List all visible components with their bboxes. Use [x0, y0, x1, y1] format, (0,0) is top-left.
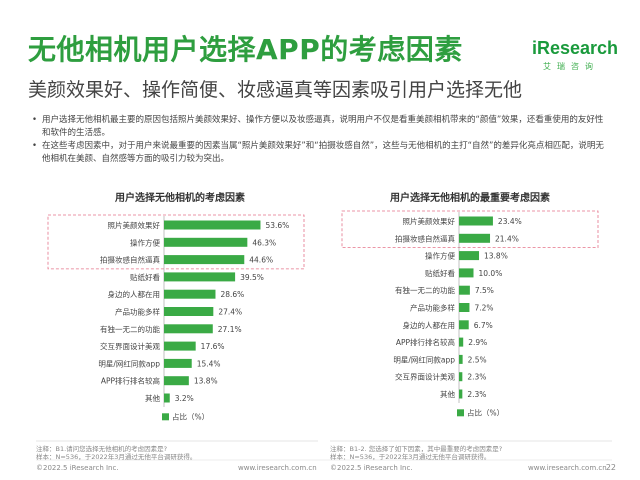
chart-left-value-label: 15.4%	[197, 359, 221, 368]
chart-right-category-label: 有独一无二的功能	[395, 285, 455, 295]
chart-left-value-label: 27.1%	[218, 325, 242, 334]
footer-url-left: www.iresearch.com.cn	[238, 464, 317, 472]
chart-right-value-label: 7.5%	[475, 286, 494, 295]
chart-left-category-label: APP排行排名较高	[101, 376, 161, 386]
chart-left-bar	[164, 220, 261, 230]
chart-left-title: 用户选择无他相机的考虑因素	[114, 191, 245, 204]
page-subtitle: 美颜效果好、操作简便、妆感逼真等因素吸引用户选择无他	[28, 79, 523, 101]
chart-left-category-label: 操作方便	[130, 237, 160, 247]
chart-left-value-label: 39.5%	[240, 273, 264, 282]
note-question-right: 注释：B1-2. 您选择了如下因素，其中最重要的考虑因素是?	[330, 445, 503, 453]
chart-left-legend-swatch	[162, 413, 169, 421]
chart-left-category-label: 产品功能多样	[115, 307, 160, 317]
chart-right-category-label: 明星/网红同款app	[393, 354, 455, 364]
chart-left-value-label: 27.4%	[218, 308, 242, 317]
chart-right-category-label: 照片美颜效果好	[403, 216, 456, 226]
chart-right-category-label: APP排行排名较高	[396, 337, 456, 347]
chart-right-bar	[459, 372, 463, 382]
chart-note-left: 注释：B1.请问您选择无他相机的考虑因素是? 样本：N=536，于2022年3月…	[36, 445, 196, 461]
chart-left-legend-label: 占比（%）	[172, 411, 209, 421]
chart-right-legend-swatch	[457, 409, 464, 417]
chart-right-bar	[459, 303, 470, 312]
footer-copyright-right: ©2022.5 iResearch Inc.	[330, 464, 413, 472]
chart-left-value-label: 53.6%	[265, 221, 289, 230]
chart-left-bar	[164, 324, 213, 334]
chart-right-value-label: 6.7%	[474, 321, 493, 330]
chart-left-bar	[164, 376, 189, 386]
chart-right-bar	[459, 216, 493, 226]
chart-right-value-label: 23.4%	[498, 217, 522, 226]
chart-left-bar	[164, 341, 196, 351]
chart-left-category-label: 身边的人都在用	[108, 289, 161, 299]
chart-left-bar	[164, 358, 192, 368]
chart-left-category-label: 其他	[145, 393, 160, 403]
chart-left-value-label: 46.3%	[252, 238, 276, 247]
chart-left-category-label: 拍摄妆感自然逼真	[100, 255, 160, 265]
iresearch-logo: iResearch 艾瑞咨询	[532, 38, 619, 72]
chart-left-category-label: 交互界面设计美观	[100, 341, 160, 351]
note-question-left: 注释：B1.请问您选择无他相机的考虑因素是?	[36, 445, 168, 453]
chart-right-bar	[459, 233, 491, 243]
chart-right-bar	[459, 389, 463, 399]
chart-right-bar	[459, 251, 480, 261]
chart-right-value-label: 2.3%	[467, 390, 486, 399]
chart-left-category-label: 照片美颜效果好	[108, 220, 161, 230]
chart-right-category-label: 交互界面设计美观	[395, 372, 455, 382]
chart-left-value-label: 44.6%	[249, 256, 273, 265]
chart-right-bar	[459, 320, 469, 330]
chart-right-bar	[459, 268, 474, 278]
chart-right-bar	[459, 354, 463, 364]
chart-left-bar	[164, 307, 214, 316]
chart-left-highlight-box	[47, 214, 305, 270]
chart-right-category-label: 操作方便	[425, 251, 455, 261]
chart-left-bar	[164, 255, 245, 265]
chart-left-bar	[164, 393, 170, 403]
chart-right-category-label: 其他	[440, 389, 455, 399]
bullet-item-1: 用户选择无他相机最主要的原因包括照片美颜效果好、操作方便以及妆感逼真，说明用户不…	[32, 114, 610, 140]
chart-right-value-label: 10.0%	[479, 269, 503, 278]
chart-right-value-label: 2.3%	[467, 373, 486, 382]
chart-left-value-label: 13.8%	[194, 377, 218, 386]
chart-left-category-label: 明星/网红同款app	[98, 358, 160, 368]
page-title: 无他相机用户选择APP的考虑因素	[28, 33, 463, 66]
chart-left-value-label: 28.6%	[220, 290, 244, 299]
chart-right-value-label: 2.9%	[468, 338, 487, 347]
note-sample-left: 样本：N=536，于2022年3月通过无他平台调研获得。	[36, 453, 197, 461]
footer-url-right: www.iresearch.com.cn	[528, 464, 607, 472]
chart-right-value-label: 21.4%	[495, 234, 519, 243]
chart-right-value-label: 7.2%	[474, 304, 493, 313]
chart-left-bar	[164, 237, 248, 247]
bullet-item-2: 在这些考虑因素中，对于用户来说最重要的因素当属“照片美颜效果好”和“拍摄妆感自然…	[32, 140, 610, 166]
chart-right-category-label: 身边的人都在用	[403, 320, 456, 330]
chart-right-title: 用户选择无他相机的最重要考虑因素	[389, 191, 550, 204]
chart-left-category-label: 贴纸好看	[130, 272, 160, 282]
chart-right-value-label: 2.5%	[468, 355, 487, 364]
chart-right-highlight-box	[341, 210, 599, 248]
logo-text: iResearch	[532, 38, 619, 58]
chart-left-value-label: 17.6%	[201, 342, 225, 351]
chart-right-category-label: 贴纸好看	[425, 268, 455, 278]
chart-right-bar	[459, 337, 464, 347]
chart-right-bar	[459, 285, 470, 295]
summary-bullets: 用户选择无他相机最主要的原因包括照片美颜效果好、操作方便以及妆感逼真，说明用户不…	[32, 114, 610, 166]
chart-right-category-label: 产品功能多样	[410, 303, 455, 313]
note-sample-right: 样本：N=536，于2022年3月通过无他平台调研获得。	[330, 453, 491, 461]
chart-note-right: 注释：B1-2. 您选择了如下因素，其中最重要的考虑因素是? 样本：N=536，…	[330, 445, 502, 461]
chart-left-category-label: 有独一无二的功能	[100, 324, 160, 334]
chart-right-legend-label: 占比（%）	[467, 407, 504, 417]
page-number: 22	[605, 463, 616, 472]
chart-left-bar	[164, 272, 236, 282]
chart-right-category-label: 拍摄妆感自然逼真	[395, 233, 455, 243]
chart-left-value-label: 3.2%	[175, 394, 194, 403]
chart-left-bar	[164, 289, 216, 299]
footer-copyright-left: ©2022.5 iResearch Inc.	[36, 464, 119, 472]
chart-right-value-label: 13.8%	[484, 252, 508, 261]
logo-subtext: 艾瑞咨询	[543, 62, 599, 71]
